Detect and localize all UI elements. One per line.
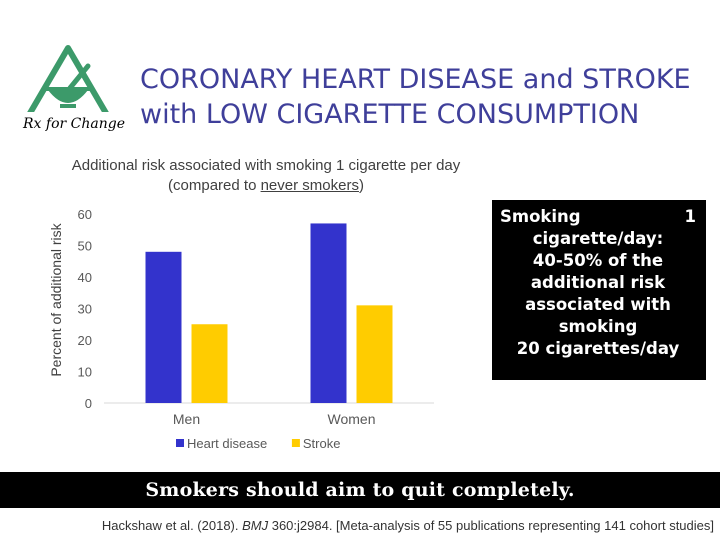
note-line-6: smoking bbox=[558, 317, 638, 336]
citation-suffix: 360:j2984. [Meta-analysis of 55 publicat… bbox=[268, 518, 714, 533]
x-tick-label: Women bbox=[328, 411, 376, 427]
citation-prefix: Hackshaw et al. (2018). bbox=[101, 518, 243, 533]
page-title: CORONARY HEART DISEASE and STROKE with L… bbox=[140, 62, 710, 132]
page-title-line2: with LOW CIGARETTE CONSUMPTION bbox=[140, 99, 640, 130]
note-line-3: 40-50% of the bbox=[532, 251, 664, 270]
legend-swatch bbox=[176, 439, 184, 447]
bar-stroke-women bbox=[356, 305, 393, 403]
bar-heart-disease-women bbox=[310, 223, 347, 403]
note-line-7: 20 cigarettes/day bbox=[516, 339, 680, 358]
page-title-line1: CORONARY HEART DISEASE and STROKE bbox=[140, 64, 691, 95]
note-line-1: Smoking 1 bbox=[500, 206, 696, 228]
y-tick-label: 50 bbox=[78, 239, 92, 254]
chart-title-underlined: never smokers bbox=[260, 177, 359, 194]
citation: Hackshaw et al. (2018). BMJ 360:j2984. [… bbox=[0, 518, 720, 533]
bar-heart-disease-men bbox=[145, 251, 182, 403]
y-tick-label: 30 bbox=[78, 302, 92, 317]
mortar-pestle-icon bbox=[46, 63, 91, 108]
y-tick-label: 60 bbox=[78, 207, 92, 222]
chart-title-prefix: (compared to bbox=[168, 177, 261, 194]
y-tick-label: 20 bbox=[78, 333, 92, 348]
note-line-5: associated with bbox=[525, 295, 671, 314]
chart-title-line2: (compared to never smokers) bbox=[40, 176, 492, 196]
citation-journal: BMJ bbox=[242, 518, 269, 533]
y-tick-label: 40 bbox=[78, 270, 92, 285]
legend-label: Stroke bbox=[303, 436, 341, 451]
note-line-2: cigarette/day: bbox=[532, 229, 664, 248]
quit-banner: Smokers should aim to quit completely. bbox=[0, 472, 720, 508]
logo-text: Rx for Change bbox=[22, 116, 125, 132]
rx-for-change-logo: Rx for Change bbox=[18, 45, 130, 132]
bar-stroke-men bbox=[191, 324, 228, 403]
chart-title-line1: Additional risk associated with smoking … bbox=[71, 157, 461, 174]
note-box: Smoking 1 cigarette/day: 40-50% of the a… bbox=[492, 200, 706, 380]
legend-label: Heart disease bbox=[187, 436, 267, 451]
legend-swatch bbox=[291, 439, 300, 447]
y-tick-label: 0 bbox=[85, 396, 92, 411]
chart-title: Additional risk associated with smoking … bbox=[40, 156, 492, 196]
note-line1-right: 1 bbox=[684, 207, 696, 226]
x-tick-label: Men bbox=[173, 411, 200, 427]
y-axis-label: Percent of additional risk bbox=[48, 222, 64, 376]
y-tick-label: 10 bbox=[78, 365, 92, 380]
chart-title-suffix: ) bbox=[358, 177, 364, 194]
note-line-4: additional risk bbox=[530, 273, 666, 292]
note-line1-left: Smoking bbox=[500, 207, 581, 226]
